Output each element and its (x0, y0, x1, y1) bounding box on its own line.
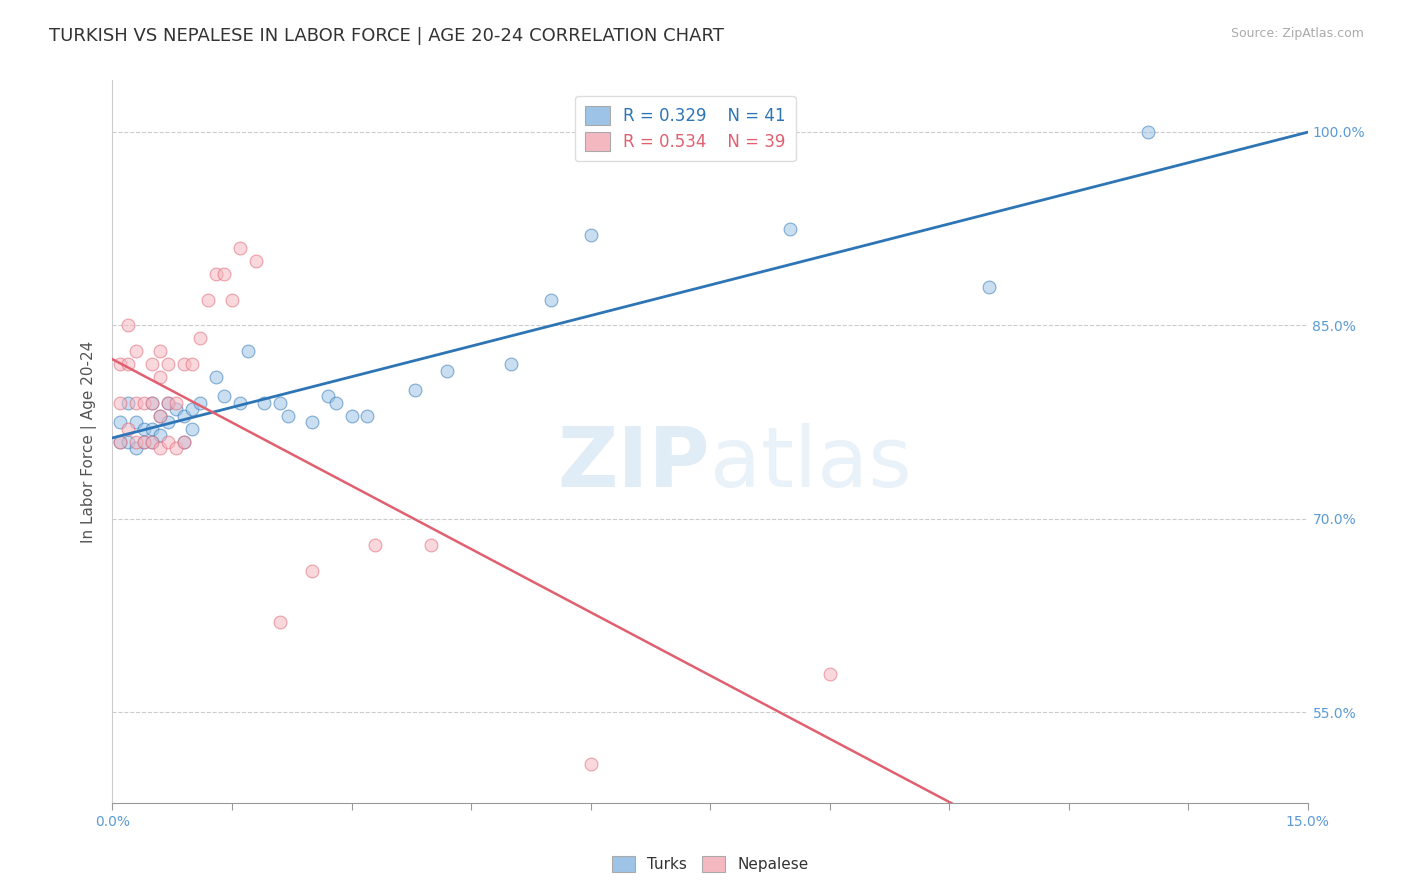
Point (110, 434, 132, 449)
Point (245, 253, 267, 268)
Point (125, 434, 148, 449)
Point (134, 434, 156, 449)
Point (149, 370, 172, 384)
Point (197, 293, 219, 307)
Point (141, 434, 163, 449)
Point (141, 422, 163, 436)
Point (149, 409, 172, 423)
Point (316, 389, 339, 403)
Point (205, 370, 228, 384)
Point (110, 357, 132, 371)
Point (125, 344, 148, 359)
Point (134, 434, 156, 449)
Point (157, 415, 180, 429)
Point (117, 357, 139, 371)
Point (188, 331, 211, 345)
Point (540, 293, 562, 307)
Point (125, 415, 148, 429)
Point (173, 409, 195, 423)
Point (301, 415, 323, 429)
Point (117, 434, 139, 449)
Point (269, 615, 291, 630)
Point (436, 363, 458, 377)
Point (141, 396, 163, 410)
Point (165, 402, 187, 417)
Point (157, 434, 180, 449)
Point (229, 396, 252, 410)
Text: Source: ZipAtlas.com: Source: ZipAtlas.com (1230, 27, 1364, 40)
Point (579, 228, 602, 243)
Point (181, 357, 204, 371)
Point (205, 267, 228, 281)
Point (149, 441, 172, 455)
Point (149, 344, 172, 359)
Point (499, 357, 522, 371)
Point (173, 434, 195, 449)
Point (134, 396, 156, 410)
Point (117, 396, 139, 410)
Point (420, 538, 443, 552)
Point (579, 757, 602, 772)
Y-axis label: In Labor Force | Age 20-24: In Labor Force | Age 20-24 (80, 341, 97, 542)
Point (277, 409, 299, 423)
Point (181, 422, 204, 436)
Text: atlas: atlas (710, 423, 911, 504)
Point (229, 241, 252, 255)
Point (134, 422, 156, 436)
Point (779, 221, 801, 235)
Point (818, 666, 841, 681)
Point (149, 428, 172, 442)
Point (110, 396, 132, 410)
Point (125, 441, 148, 455)
Point (157, 357, 180, 371)
Point (173, 357, 195, 371)
Point (212, 267, 235, 281)
Point (269, 396, 291, 410)
Point (110, 434, 132, 449)
Point (141, 434, 163, 449)
Point (340, 409, 363, 423)
Point (325, 396, 347, 410)
Text: ZIP: ZIP (558, 423, 710, 504)
Point (117, 318, 139, 333)
Point (157, 396, 180, 410)
Point (236, 344, 259, 359)
Point (110, 415, 132, 429)
Point (141, 396, 163, 410)
Point (141, 357, 163, 371)
Point (221, 293, 243, 307)
Point (1137, 125, 1160, 139)
Point (173, 434, 195, 449)
Point (149, 409, 172, 423)
Point (188, 396, 211, 410)
Point (977, 279, 1000, 293)
Point (356, 409, 378, 423)
Point (404, 383, 426, 397)
Point (117, 422, 139, 436)
Point (165, 396, 187, 410)
Legend: Turks, Nepalese: Turks, Nepalese (606, 850, 814, 879)
Point (301, 564, 323, 578)
Point (125, 396, 148, 410)
Text: TURKISH VS NEPALESE IN LABOR FORCE | AGE 20-24 CORRELATION CHART: TURKISH VS NEPALESE IN LABOR FORCE | AGE… (49, 27, 724, 45)
Point (364, 538, 387, 552)
Point (212, 389, 235, 403)
Point (181, 402, 204, 417)
Point (253, 396, 276, 410)
Point (165, 441, 187, 455)
Point (157, 396, 180, 410)
